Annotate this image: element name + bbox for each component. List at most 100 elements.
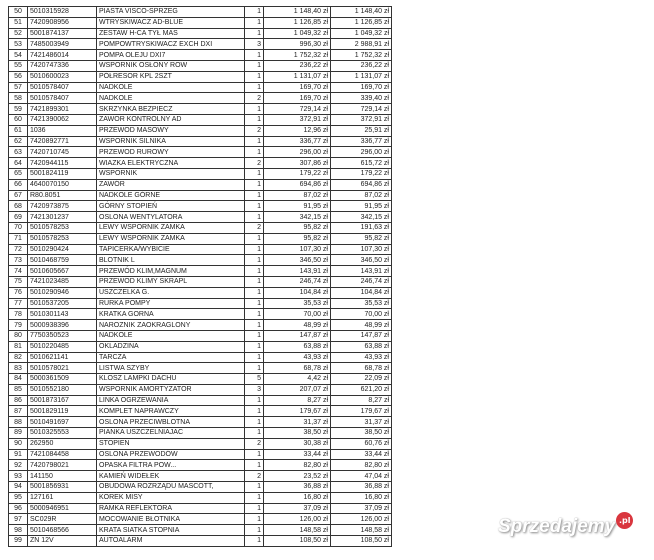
part-code: 5010605667	[27, 265, 97, 277]
row-number: 71	[8, 232, 28, 245]
quantity: 1	[244, 481, 264, 493]
row-number: 99	[8, 535, 28, 547]
unit-price: 30,38 zł	[263, 437, 331, 450]
table-row: 61 1036 PRZEWOD MASOWY 2 12,96 zł 25,91 zł	[8, 124, 392, 137]
table-row: 78 5010301143 KRATKA GORNA 1 70,00 zł 70,00 z…	[8, 308, 392, 321]
quantity: 1	[244, 340, 264, 353]
row-number: 53	[8, 38, 28, 51]
unit-price: 207,07 zł	[263, 383, 331, 396]
total-price: 48,99 zł	[330, 319, 392, 331]
part-name: RAMKA REFLEKTORA	[96, 502, 245, 515]
unit-price: 1 049,32 zł	[263, 27, 331, 40]
quantity: 1	[244, 405, 264, 418]
row-number: 74	[8, 265, 28, 277]
part-name: KAMIEŃ WIDEŁEK	[96, 470, 245, 483]
row-number: 78	[8, 308, 28, 321]
part-code: 7420908956	[27, 16, 97, 29]
part-code: 5001873167	[27, 394, 97, 407]
part-code: 7421390062	[27, 113, 97, 126]
row-number: 72	[8, 243, 28, 256]
watermark-badge: .pl	[616, 512, 634, 529]
table-row: 80 7750350523 NADKOLE 1 147,87 zł 147,87 zł	[8, 329, 392, 342]
part-code: 7750350523	[27, 329, 97, 342]
part-name: OPASKA FILTRA POW...	[96, 459, 245, 472]
unit-price: 1 126,85 zł	[263, 16, 331, 29]
quantity: 1	[244, 49, 264, 61]
row-number: 98	[8, 524, 28, 537]
unit-price: 169,70 zł	[263, 92, 331, 105]
part-code: 5010578407	[27, 92, 97, 105]
quantity: 1	[244, 59, 264, 72]
quantity: 1	[244, 513, 264, 526]
unit-price: 38,50 zł	[263, 427, 331, 439]
total-price: 169,70 zł	[330, 81, 392, 94]
total-price: 2 988,91 zł	[330, 38, 392, 51]
total-price: 31,37 zł	[330, 416, 392, 429]
unit-price: 4,42 zł	[263, 373, 331, 385]
row-number: 64	[8, 157, 28, 169]
table-row: 84 5000361509 KLOSZ LAMPKI DACHU 5 4,42 zł 22…	[8, 373, 392, 385]
quantity: 1	[244, 459, 264, 472]
row-number: 55	[8, 59, 28, 72]
part-code: 5010468759	[27, 254, 97, 267]
row-number: 63	[8, 146, 28, 159]
total-price: 191,63 zł	[330, 221, 392, 234]
quantity: 1	[244, 211, 264, 223]
quantity: 1	[244, 113, 264, 126]
table-row: 67 R80.8051 NADKOLE GÓRNE 1 87,02 zł 87,02 zł	[8, 189, 392, 202]
part-name: ZAWÓR	[96, 178, 245, 191]
quantity: 1	[244, 200, 264, 213]
unit-price: 126,00 zł	[263, 513, 331, 526]
unit-price: 31,37 zł	[263, 416, 331, 429]
parts-table: 50 5010315928 PIASTA VISCO-SPRZEG 1 1 148,40…	[8, 6, 392, 547]
total-price: 1 131,07 zł	[330, 70, 392, 83]
total-price: 621,20 zł	[330, 383, 392, 396]
part-code: R80.8051	[27, 189, 97, 202]
part-name: KRATKA GORNA	[96, 308, 245, 321]
unit-price: 23,52 zł	[263, 470, 331, 483]
quantity: 2	[244, 124, 264, 137]
part-code: 7421301237	[27, 211, 97, 223]
part-name: RURKA POMPY	[96, 297, 245, 310]
part-code: 5010491697	[27, 416, 97, 429]
total-price: 25,91 zł	[330, 124, 392, 137]
table-row: 54 7421486014 POMPA OLEJU DXI7 1 1 752,32 zł…	[8, 49, 392, 61]
unit-price: 1 148,40 zł	[263, 6, 331, 18]
unit-price: 147,87 zł	[263, 329, 331, 342]
unit-price: 82,80 zł	[263, 459, 331, 472]
total-price: 35,53 zł	[330, 297, 392, 310]
total-price: 148,58 zł	[330, 524, 392, 537]
quantity: 1	[244, 427, 264, 439]
table-row: 70 5010578253 LEWY WSPORNIK ZAMKA 2 95,82 zł…	[8, 221, 392, 234]
total-price: 694,86 zł	[330, 178, 392, 191]
total-price: 336,77 zł	[330, 135, 392, 148]
total-price: 346,50 zł	[330, 254, 392, 267]
table-row: 73 5010468759 BLOTNIK L 1 346,50 zł 346,50 zł	[8, 254, 392, 267]
part-code: 262950	[27, 437, 97, 450]
row-number: 54	[8, 49, 28, 61]
row-number: 86	[8, 394, 28, 407]
quantity: 1	[244, 243, 264, 256]
unit-price: 169,70 zł	[263, 81, 331, 94]
quantity: 1	[244, 189, 264, 202]
part-code: SC029R	[27, 513, 97, 526]
part-name: LEWY WSPORNIK ZAMKA	[96, 232, 245, 245]
table-row: 55 7420747336 WSPORNIK OSŁONY ROW 1 236,22 z…	[8, 59, 392, 72]
quantity: 1	[244, 146, 264, 159]
total-price: 179,22 zł	[330, 167, 392, 180]
table-row: 99 ZN 12V AUTOALARM 1 108,50 zł 108,50 zł	[8, 535, 392, 547]
unit-price: 87,02 zł	[263, 189, 331, 202]
row-number: 83	[8, 362, 28, 375]
part-name: OKLADZINA	[96, 340, 245, 353]
quantity: 2	[244, 437, 264, 450]
row-number: 59	[8, 103, 28, 115]
quantity: 1	[244, 319, 264, 331]
part-name: POMPA OLEJU DXI7	[96, 49, 245, 61]
unit-price: 48,99 zł	[263, 319, 331, 331]
table-row: 86 5001873167 LINKA OGRZEWANIA 1 8,27 zł 8,27…	[8, 394, 392, 407]
part-code: 1036	[27, 124, 97, 137]
part-name: SKRZYNKA BEZPIECZ	[96, 103, 245, 115]
part-code: 4640070150	[27, 178, 97, 191]
unit-price: 148,58 zł	[263, 524, 331, 537]
part-code: 5010537205	[27, 297, 97, 310]
